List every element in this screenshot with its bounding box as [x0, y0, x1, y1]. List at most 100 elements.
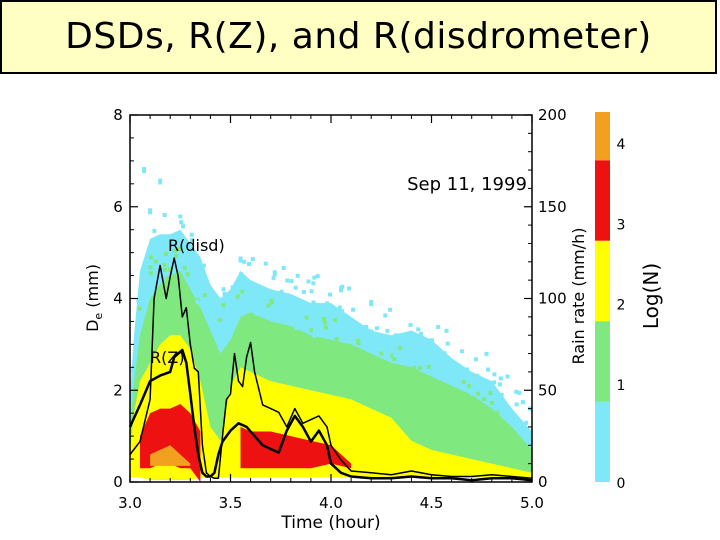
- speckle: [426, 364, 431, 369]
- colorbar-band-0: [595, 401, 610, 482]
- speckle: [373, 333, 378, 338]
- speckle: [297, 320, 302, 325]
- x-tick-label: 3.5: [219, 494, 243, 512]
- speckle: [294, 326, 299, 331]
- speckle: [419, 331, 423, 336]
- speckle: [488, 391, 493, 396]
- speckle: [312, 275, 317, 280]
- speckle-high: [142, 167, 147, 174]
- speckle: [306, 279, 311, 284]
- speckle: [398, 346, 403, 351]
- speckle: [322, 320, 327, 325]
- speckle: [136, 298, 141, 303]
- left-axis-label: De (mm): [83, 264, 105, 332]
- speckle: [204, 287, 208, 291]
- speckle: [497, 382, 502, 387]
- speckle: [162, 213, 167, 217]
- speckle: [304, 315, 309, 320]
- scatter-speckles: [130, 167, 532, 425]
- speckle: [475, 373, 480, 378]
- speckle: [201, 263, 206, 268]
- slide-title: DSDs, R(Z), and R(disdrometer): [65, 16, 652, 57]
- y-right-tick-label: 50: [538, 381, 557, 399]
- y-left-tick-label: 6: [113, 198, 123, 216]
- speckle: [334, 336, 339, 341]
- speckle: [445, 341, 450, 346]
- speckle: [220, 297, 225, 302]
- speckle: [178, 214, 183, 219]
- speckle: [176, 239, 181, 244]
- speckle: [250, 257, 255, 262]
- dsd-heatmap: [130, 229, 532, 482]
- speckle: [163, 251, 168, 256]
- colorbar-band-3: [595, 160, 610, 241]
- speckle: [499, 392, 504, 397]
- speckle: [301, 302, 306, 307]
- speckle: [444, 328, 449, 333]
- series-line-r-disd-: [129, 257, 533, 480]
- left-axis-label-unit: (mm): [83, 264, 102, 308]
- x-tick-label: 5.0: [520, 494, 544, 512]
- speckle: [247, 262, 251, 267]
- speckle: [289, 279, 294, 284]
- speckle: [221, 287, 226, 292]
- speckle: [174, 253, 179, 258]
- chart-title: Sep 11, 1999: [407, 174, 527, 195]
- speckle: [460, 349, 465, 354]
- speckle: [179, 220, 184, 225]
- speckle: [505, 374, 510, 379]
- speckle: [461, 379, 466, 384]
- y-left-tick-label: 0: [113, 473, 123, 491]
- x-tick-label: 3.0: [118, 494, 142, 512]
- speckle: [317, 320, 322, 325]
- speckle: [173, 248, 178, 253]
- speckle: [185, 272, 190, 277]
- speckle: [231, 293, 236, 298]
- speckle: [327, 309, 332, 314]
- colorbar: 0 1 2 3 4: [595, 112, 626, 492]
- speckle: [422, 339, 427, 344]
- speckle: [337, 305, 342, 310]
- speckle: [450, 361, 455, 366]
- speckle: [328, 292, 332, 297]
- speckle: [177, 247, 182, 252]
- speckle: [313, 302, 317, 307]
- speckle: [383, 313, 388, 318]
- speckle: [498, 376, 503, 381]
- colorbar-band-2: [595, 240, 610, 322]
- colorbar-tick-label: 4: [617, 137, 626, 153]
- speckle: [130, 368, 135, 373]
- speckle: [340, 309, 344, 314]
- speckle: [323, 325, 328, 330]
- colorbar-band-4: [595, 112, 610, 161]
- speckle: [242, 259, 247, 264]
- x-tick-label: 4.0: [319, 494, 343, 512]
- speckle: [202, 293, 207, 297]
- speckle: [429, 338, 434, 343]
- speckle: [484, 351, 489, 356]
- speckle: [266, 303, 271, 308]
- speckle: [486, 367, 491, 372]
- speckle: [235, 294, 240, 299]
- left-axis-label-sub: e: [92, 313, 105, 320]
- speckle: [315, 274, 320, 279]
- speckle: [368, 331, 373, 336]
- speckle: [311, 281, 316, 286]
- speckle: [171, 239, 176, 243]
- svg-text:De (mm): De (mm): [83, 264, 105, 332]
- speckle: [240, 289, 245, 294]
- speckle: [281, 266, 286, 270]
- speckle: [137, 306, 142, 311]
- speckle: [285, 278, 290, 283]
- speckle: [412, 365, 417, 370]
- speckle-high: [369, 300, 374, 307]
- speckle: [470, 391, 475, 396]
- speckle: [418, 366, 423, 370]
- speckle: [214, 311, 219, 316]
- speckle: [195, 299, 200, 304]
- left-axis-label-main: D: [83, 320, 102, 332]
- speckle: [364, 328, 369, 333]
- speckle: [221, 303, 226, 307]
- speckle: [311, 300, 316, 305]
- speckle: [500, 404, 505, 409]
